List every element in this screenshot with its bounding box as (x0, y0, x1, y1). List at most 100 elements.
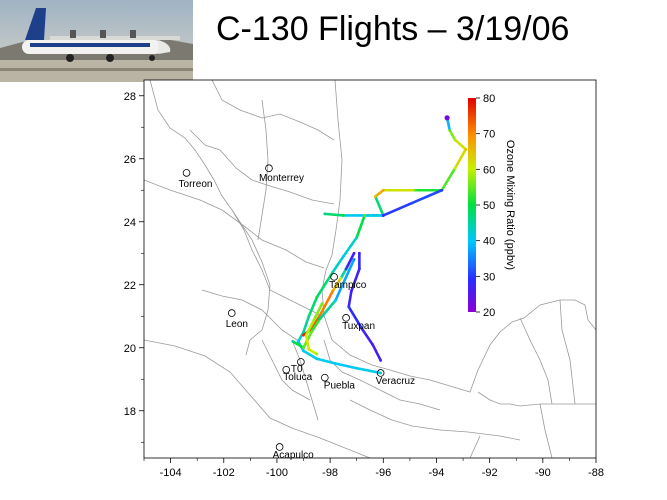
colorbar-tick-label: 60 (483, 164, 495, 176)
flight-track-point (355, 236, 359, 239)
state-border-b (189, 129, 335, 205)
state-border-d (231, 209, 323, 317)
flight-track-point (453, 166, 457, 170)
plot-frame (143, 79, 597, 459)
yucatan-border (477, 391, 596, 407)
flight-track-segment (296, 330, 305, 343)
flight-track-point (331, 289, 335, 293)
flight-track-point (357, 267, 361, 271)
flight-track-segment (331, 255, 345, 274)
flight-track-point (355, 366, 359, 370)
city-label: Puebla (324, 381, 356, 392)
city-markers: Torreon Monterrey Leon Tampico Tuxpan Toluca P… (179, 164, 415, 461)
flight-track-point (334, 362, 337, 365)
city-marker (227, 309, 236, 317)
y-tick-label: 26 (124, 154, 136, 166)
flight-track-segment (307, 348, 319, 356)
flight-track-point (339, 277, 343, 280)
flight-track-point (307, 314, 311, 318)
flight-tracks (291, 115, 468, 375)
state-border-f (291, 339, 319, 421)
flight-track-point (291, 340, 295, 343)
city-label: Toluca (283, 372, 312, 383)
plot-area (144, 80, 596, 458)
flight-track-segment (440, 166, 457, 192)
x-tick-label: -98 (322, 467, 338, 479)
y-tick-label: 28 (124, 91, 136, 103)
flight-track-point (464, 147, 468, 151)
x-tick-label: -100 (266, 467, 288, 479)
state-border-l (539, 403, 553, 458)
x-tick-label: -92 (482, 467, 498, 479)
flight-track-point (302, 346, 305, 350)
flight-track-segment (312, 302, 324, 321)
state-border-e (201, 289, 301, 343)
state-border-a (257, 99, 269, 241)
state-border-j (519, 317, 553, 405)
flight-track-segment (342, 236, 359, 258)
city-marker (265, 164, 273, 173)
flight-track-point (302, 333, 305, 337)
flight-track-segment (453, 138, 468, 151)
x-tick-label: -88 (588, 467, 604, 479)
state-border-m (469, 435, 481, 458)
flight-track-point (381, 214, 385, 217)
flight-track-point (349, 289, 353, 293)
flight-track-point (360, 327, 364, 331)
flight-track-point (363, 214, 367, 217)
colorbar-tick-label: 70 (483, 129, 495, 141)
state-border-c (144, 179, 325, 269)
flight-track-point (411, 201, 414, 205)
flight-track-segment (347, 289, 353, 309)
flight-track-segment (331, 277, 343, 293)
map-boundaries (144, 80, 596, 458)
flight-track-segment (323, 212, 345, 217)
flight-track-segment (350, 267, 361, 293)
flight-track-point (347, 305, 351, 309)
flight-track-segment (302, 349, 319, 361)
flight-track-segment (318, 289, 335, 318)
flight-track-point (413, 188, 417, 192)
x-tick-label: -104 (160, 467, 182, 479)
flight-track-point (302, 330, 305, 334)
colorbar-tick-label: 50 (483, 200, 495, 212)
flight-track-point (379, 358, 383, 362)
state-border-h (261, 339, 311, 401)
flight-track-segment (381, 201, 414, 217)
flight-track-point (440, 188, 444, 192)
flight-track-point (381, 188, 385, 192)
flight-track-segment (302, 314, 311, 334)
gulf-coastline (321, 80, 596, 393)
flight-track-segment (355, 214, 366, 239)
flight-track-point (379, 371, 383, 375)
flight-track-point (371, 343, 375, 346)
city-label: Torreon (179, 179, 213, 190)
flight-track-segment (360, 327, 374, 346)
x-axis: -104 -102 -100 -98 -96 -94 -92 -90 -88 (143, 458, 604, 479)
flight-track-segment (304, 333, 311, 351)
flight-track-segment (315, 270, 335, 299)
flight-track-point (344, 267, 348, 271)
track-start-marker (444, 115, 450, 121)
flight-track-segment (374, 195, 385, 217)
x-tick-label: -96 (375, 467, 391, 479)
state-border-i (349, 399, 521, 441)
y-axis: 28 26 24 22 20 18 (124, 91, 144, 443)
y-tick-label: 22 (124, 280, 136, 292)
city-label: Leon (226, 319, 248, 330)
flight-track-point (307, 347, 311, 351)
flight-track-segment (374, 188, 385, 198)
flight-track-segment (334, 362, 359, 370)
city-label: Veracruz (376, 376, 415, 387)
flight-track-segment (318, 299, 337, 321)
flight-track-point (315, 352, 319, 356)
colorbar-tick-label: 80 (483, 93, 495, 105)
flight-track-segment (334, 258, 356, 302)
flight-track-segment (453, 148, 468, 170)
flight-track-segment (448, 129, 457, 142)
flight-track-point (318, 318, 321, 321)
flight-track-point (315, 357, 319, 361)
flight-track-segment (411, 188, 444, 205)
flight-track-point (342, 255, 345, 258)
page-title: C-130 Flights – 3/19/06 (216, 10, 570, 48)
